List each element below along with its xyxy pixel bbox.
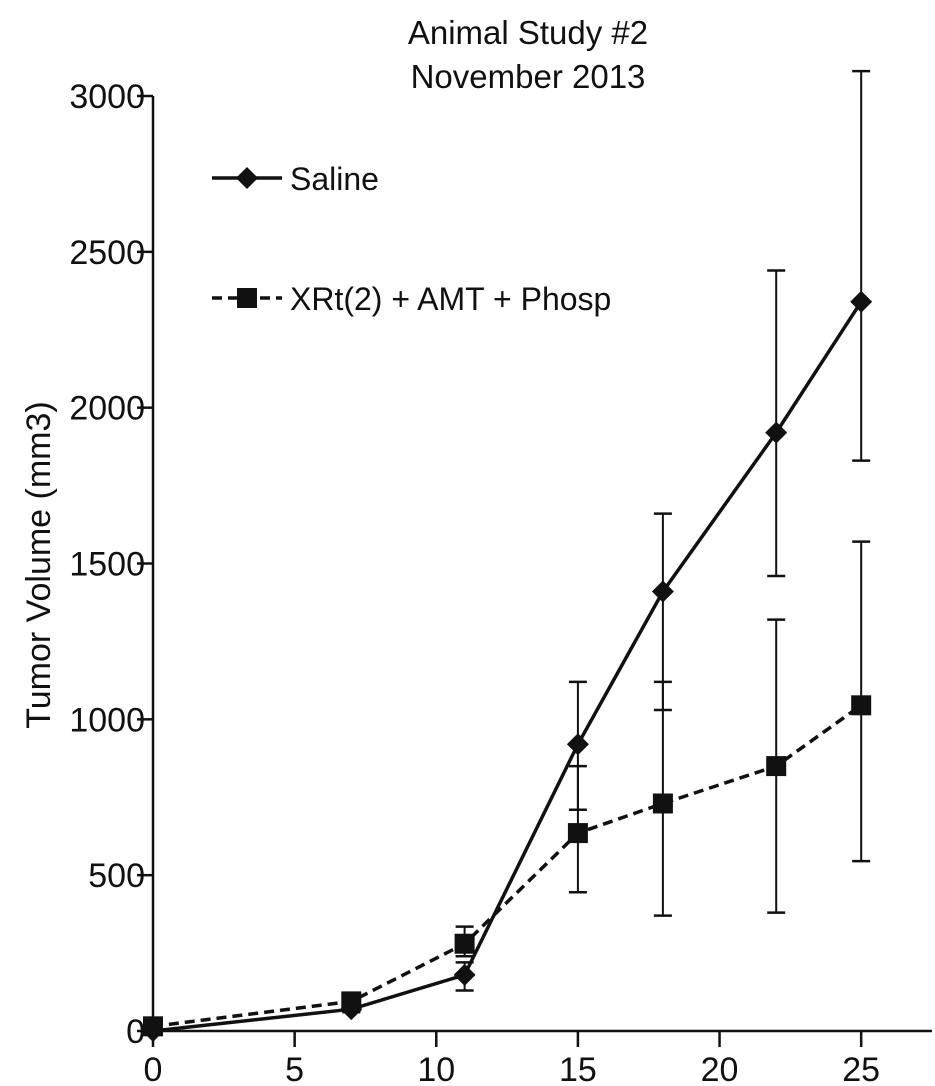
series-line — [152, 300, 863, 1033]
x-tick-label: 15 — [559, 1051, 597, 1086]
error-bars — [342, 69, 871, 1014]
y-tick-label: 1000 — [69, 701, 145, 739]
x-tick-label: 10 — [417, 1051, 455, 1086]
axes: 0 500 1000 1500 2000 2500 3000 0 5 10 15 20 25 — [69, 78, 932, 1086]
series-markers — [142, 290, 873, 1042]
y-tick-label: 2500 — [69, 234, 145, 272]
data-point-square — [567, 823, 588, 844]
y-tick-label: 500 — [88, 857, 145, 895]
x-tick-label: 0 — [144, 1051, 163, 1086]
legend-diamond-marker — [236, 167, 258, 189]
data-point-square — [766, 756, 787, 777]
y-tick-label: 3000 — [69, 78, 145, 116]
data-point-square — [454, 933, 475, 954]
legend: Saline XRt(2) + AMT + Phosp — [212, 161, 611, 317]
data-point-diamond — [453, 963, 476, 986]
y-tick-label: 0 — [126, 1013, 145, 1051]
y-tick-label: 1500 — [69, 546, 145, 584]
legend-label: XRt(2) + AMT + Phosp — [290, 281, 611, 317]
data-point-square — [341, 991, 362, 1012]
data-point-diamond — [765, 421, 788, 444]
data-point-diamond — [651, 580, 674, 603]
x-tick-label: 25 — [842, 1051, 880, 1086]
legend-label: Saline — [290, 161, 379, 197]
data-point-diamond — [566, 733, 589, 756]
series-line — [152, 703, 863, 1029]
y-axis-label: Tumor Volume (mm3) — [20, 401, 58, 728]
data-point-square — [143, 1016, 163, 1037]
chart-title: Animal Study #2 — [408, 14, 648, 51]
x-tick-label: 20 — [701, 1051, 739, 1086]
chart-subtitle: November 2013 — [411, 58, 646, 95]
data-point-square — [652, 793, 673, 814]
legend-square-marker — [237, 288, 257, 308]
y-tick-label: 2000 — [69, 390, 145, 428]
data-point-square — [851, 695, 872, 716]
data-point-diamond — [850, 290, 873, 313]
x-tick-label: 5 — [285, 1051, 304, 1086]
series-lines — [152, 300, 863, 1033]
